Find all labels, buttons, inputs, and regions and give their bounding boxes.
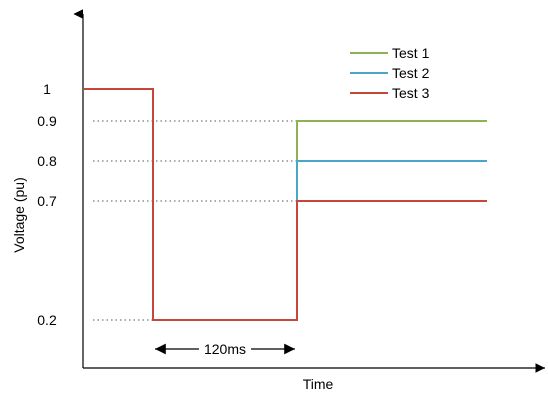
series-line-test-2 (84, 88, 487, 321)
legend: Test 1 Test 2 Test 3 (350, 45, 430, 101)
y-axis-label: Voltage (pu) (11, 177, 27, 253)
y-tick-label: 0.2 (37, 312, 57, 328)
x-axis-label: Time (303, 376, 334, 392)
y-tick-labels: 1 0.9 0.8 0.7 0.2 (37, 81, 57, 328)
y-tick-label: 1 (43, 81, 51, 97)
series-line-test-3 (84, 88, 487, 321)
series-line-test-1 (84, 88, 487, 321)
duration-annotation: 120ms (155, 341, 295, 357)
grid-lines (93, 120, 297, 321)
legend-label: Test 1 (392, 45, 430, 61)
y-tick-label: 0.7 (37, 193, 57, 209)
duration-label: 120ms (204, 341, 246, 357)
legend-label: Test 2 (392, 65, 430, 81)
y-tick-label: 0.9 (37, 113, 57, 129)
legend-label: Test 3 (392, 85, 430, 101)
series-lines (84, 88, 487, 321)
y-tick-label: 0.8 (37, 153, 57, 169)
